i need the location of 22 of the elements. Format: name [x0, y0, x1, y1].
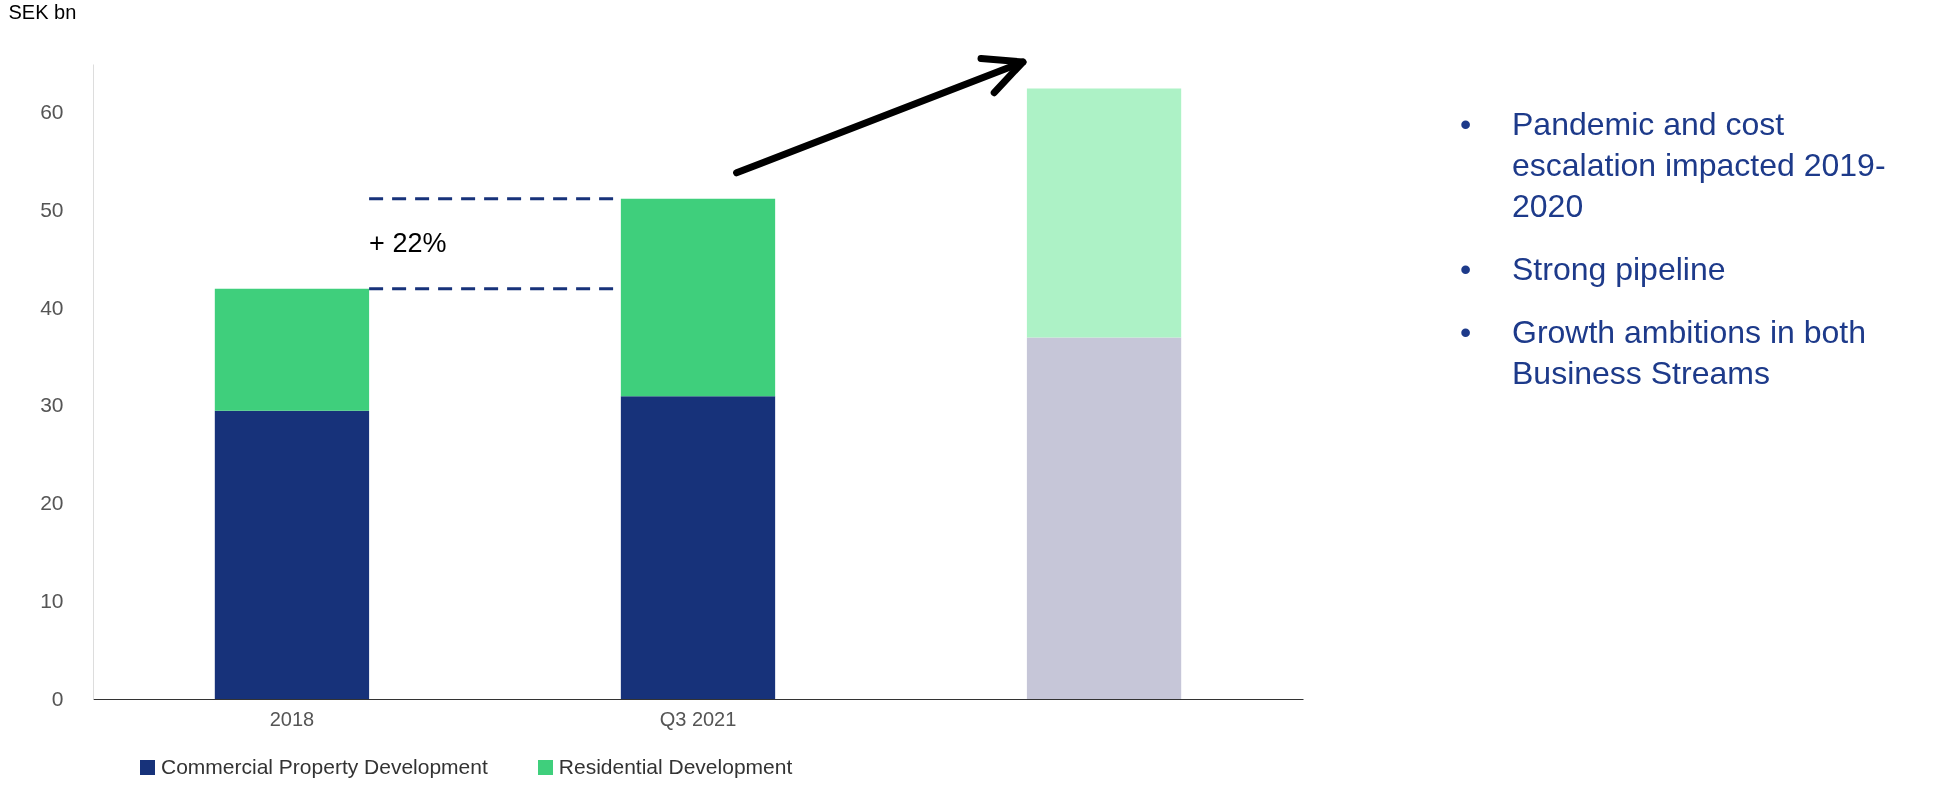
- bar: [620, 198, 776, 397]
- y-tick-label: 50: [40, 198, 64, 222]
- text: • Strong pipeline: [1460, 251, 1726, 287]
- legend-label: Residential Development: [557, 755, 793, 779]
- y-axis-title: SEK bn: [8, 0, 77, 23]
- text: • Growth ambitions in both Business Streams: [1460, 314, 1866, 391]
- annotation: + 22%: [369, 227, 447, 258]
- x-tick-label: 2018: [269, 707, 315, 730]
- y-tick-label: 10: [40, 588, 64, 612]
- bar: [1026, 337, 1182, 699]
- y-tick-label: 40: [40, 295, 64, 319]
- legend-label: Commercial Property Development: [160, 755, 488, 779]
- y-tick-label: 30: [40, 393, 64, 417]
- bar: [214, 288, 370, 411]
- y-tick-label: 20: [40, 491, 64, 515]
- y-tick-label: 60: [40, 100, 64, 124]
- bar: [1026, 88, 1182, 338]
- y-tick-label: 0: [51, 686, 64, 710]
- bar: [214, 410, 370, 699]
- text: • Pandemic and cost escalation impacted 2019-2020: [1460, 106, 1886, 224]
- x-tick-label: Q3 2021: [659, 707, 737, 730]
- bar: [620, 396, 776, 699]
